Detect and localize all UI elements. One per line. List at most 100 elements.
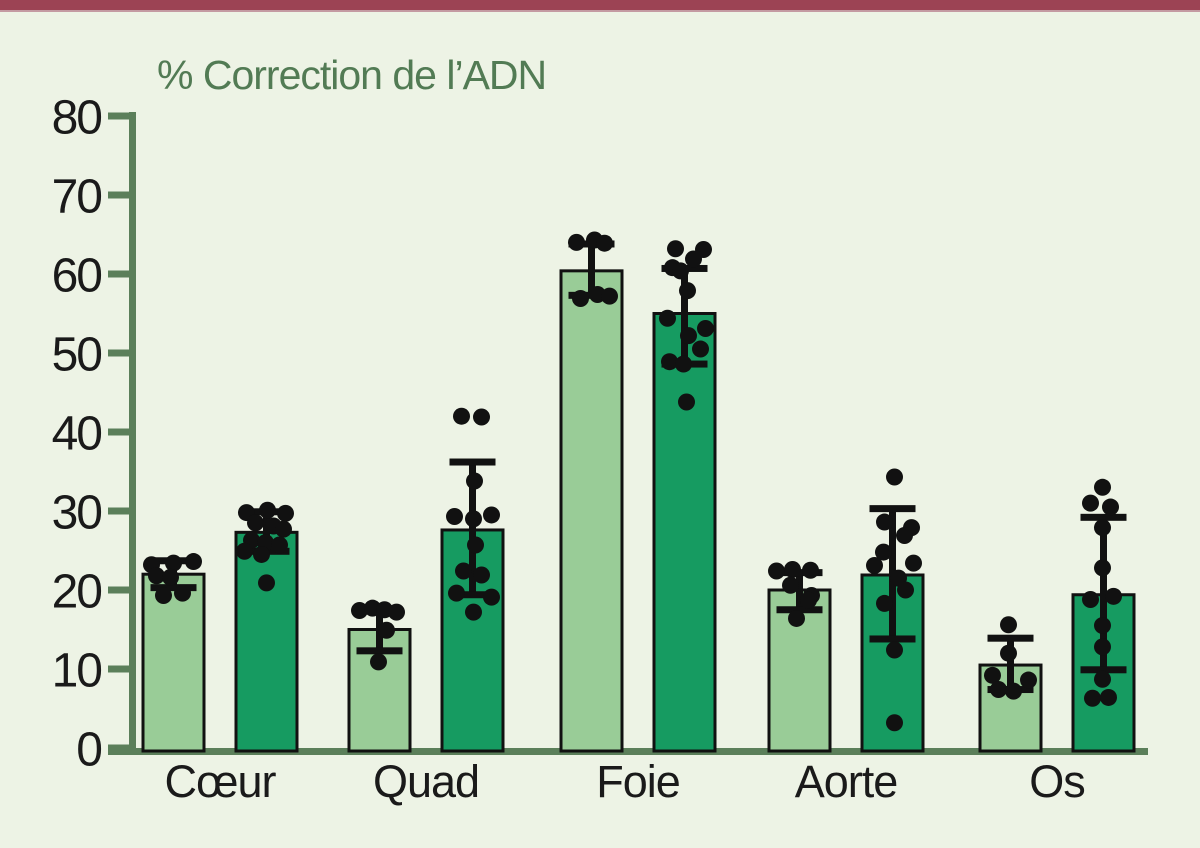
scatter-point-aorte-dark-green	[876, 594, 893, 612]
bar-coeur-light-green	[141, 572, 206, 753]
scatter-point-coeur-light-green	[185, 553, 202, 571]
scatter-point-quad-dark-green	[446, 508, 463, 526]
scatter-point-coeur-dark-green	[258, 574, 275, 592]
y-tick-label: 60	[52, 249, 102, 302]
scatter-point-os-dark-green	[1082, 590, 1099, 608]
scatter-point-foie-dark-green	[659, 309, 676, 327]
y-tick-label: 10	[52, 644, 102, 697]
error-bar-cap-bottom-quad-dark-green	[449, 591, 496, 599]
scatter-point-quad-dark-green	[465, 510, 482, 528]
scatter-point-quad-dark-green	[473, 566, 490, 584]
scatter-point-aorte-dark-green	[866, 557, 883, 575]
scatter-point-coeur-dark-green	[247, 514, 264, 532]
y-tick	[108, 428, 130, 436]
scatter-point-coeur-light-green	[165, 554, 182, 572]
scatter-point-quad-light-green	[370, 653, 387, 671]
scatter-point-coeur-light-green	[174, 584, 191, 602]
y-tick	[108, 191, 130, 199]
scatter-point-foie-dark-green	[680, 327, 697, 345]
y-tick	[108, 349, 130, 357]
y-tick	[108, 665, 130, 673]
scatter-point-os-light-green	[1020, 671, 1037, 689]
scatter-point-aorte-light-green	[784, 560, 801, 578]
y-tick-label: 80	[52, 91, 102, 144]
scatter-point-foie-dark-green	[679, 282, 696, 300]
scatter-point-foie-light-green	[572, 289, 589, 307]
error-bar-coeur-dark-green	[263, 511, 270, 552]
y-tick-label: 20	[52, 565, 102, 618]
y-tick-label: 50	[52, 328, 102, 381]
y-tick	[108, 270, 130, 278]
y-tick-label: 30	[52, 486, 102, 539]
scatter-point-aorte-dark-green	[896, 526, 913, 544]
scatter-point-os-dark-green	[1094, 478, 1111, 496]
scatter-point-os-light-green	[1000, 616, 1017, 634]
x-axis-line	[108, 748, 1148, 755]
scatter-point-foie-dark-green	[685, 250, 702, 268]
scatter-point-quad-dark-green	[483, 506, 500, 524]
scatter-point-coeur-dark-green	[236, 542, 253, 560]
scatter-point-quad-light-green	[388, 603, 405, 621]
scatter-point-aorte-dark-green	[875, 543, 892, 561]
category-label-foie: Foie	[596, 756, 680, 807]
scatter-point-os-light-green	[1000, 644, 1017, 662]
scatter-point-os-dark-green	[1102, 498, 1119, 516]
error-bar-cap-bottom-aorte-dark-green	[869, 635, 916, 643]
category-label-os: Os	[1029, 756, 1085, 807]
scatter-point-os-light-green	[990, 681, 1007, 699]
scatter-point-os-dark-green	[1105, 587, 1122, 605]
scatter-point-coeur-dark-green	[253, 545, 270, 563]
scatter-point-os-light-green	[984, 666, 1001, 684]
scatter-point-quad-dark-green	[473, 408, 490, 426]
error-bar-cap-bottom-coeur-light-green	[150, 584, 197, 592]
scatter-point-quad-dark-green	[465, 603, 482, 621]
scatter-point-foie-dark-green	[692, 340, 709, 358]
scatter-point-quad-dark-green	[466, 472, 483, 490]
scatter-point-foie-dark-green	[678, 393, 695, 411]
error-bar-cap-bottom-os-dark-green	[1080, 666, 1127, 674]
scatter-point-foie-dark-green	[667, 240, 684, 258]
scatter-point-quad-light-green	[351, 602, 368, 620]
scatter-point-aorte-light-green	[800, 591, 817, 609]
scatter-point-os-dark-green	[1082, 494, 1099, 512]
scatter-point-aorte-light-green	[768, 562, 785, 580]
y-tick-label: 70	[52, 170, 102, 223]
scatter-point-quad-dark-green	[453, 407, 470, 425]
scatter-point-coeur-light-green	[148, 567, 165, 585]
scatter-point-aorte-light-green	[782, 576, 799, 594]
scatter-point-os-dark-green	[1084, 689, 1101, 707]
error-bar-foie-light-green	[588, 243, 595, 296]
scatter-point-quad-dark-green	[483, 588, 500, 606]
error-bar-cap-bottom-quad-light-green	[356, 647, 403, 655]
y-tick	[108, 507, 130, 515]
scatter-point-coeur-light-green	[162, 568, 179, 586]
scatter-point-aorte-dark-green	[886, 714, 903, 732]
scatter-point-coeur-dark-green	[259, 501, 276, 519]
error-bar-cap-top-quad-dark-green	[449, 458, 496, 466]
scatter-point-foie-dark-green	[661, 353, 678, 371]
y-axis-line	[129, 112, 136, 755]
scatter-point-foie-dark-green	[675, 355, 692, 373]
scatter-point-os-dark-green	[1100, 688, 1117, 706]
scatter-point-foie-light-green	[601, 287, 618, 305]
scatter-point-quad-dark-green	[448, 584, 465, 602]
scatter-point-foie-light-green	[596, 234, 613, 252]
error-bar-os-light-green	[1007, 638, 1014, 690]
scatter-point-os-light-green	[1005, 682, 1022, 700]
error-bar-cap-top-os-light-green	[987, 634, 1034, 642]
bar-coeur-dark-green	[234, 530, 299, 753]
category-label-quad: Quad	[373, 756, 479, 807]
error-bar-cap-top-os-dark-green	[1080, 513, 1127, 521]
scatter-point-aorte-dark-green	[897, 581, 914, 599]
error-bar-quad-dark-green	[469, 462, 476, 595]
error-bar-cap-top-aorte-dark-green	[869, 505, 916, 513]
scatter-point-aorte-dark-green	[876, 513, 893, 531]
top-accent-bar	[0, 0, 1200, 12]
error-bar-cap-bottom-aorte-light-green	[776, 606, 823, 614]
y-tick	[108, 112, 130, 120]
scatter-point-os-dark-green	[1094, 617, 1111, 635]
y-tick	[108, 744, 130, 752]
scatter-point-quad-dark-green	[467, 536, 484, 554]
